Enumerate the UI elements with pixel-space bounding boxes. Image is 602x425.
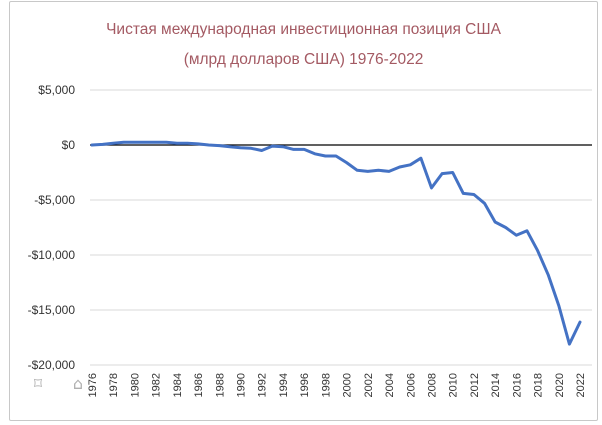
x-tick-label: 1992 xyxy=(257,373,269,397)
chart-title-line1: Чистая международная инвестиционная пози… xyxy=(106,21,501,38)
x-tick-label: 1998 xyxy=(320,373,332,397)
y-tick-label: $5,000 xyxy=(38,83,75,97)
x-tick-label: 1978 xyxy=(108,373,120,397)
x-tick-label: 1976 xyxy=(87,373,99,397)
x-tick-label: 2008 xyxy=(426,373,438,397)
x-tick-label: 2002 xyxy=(363,373,375,397)
home-icon[interactable]: ⌂ xyxy=(72,374,84,393)
x-tick-label: 2010 xyxy=(448,373,460,397)
x-tick-label: 2004 xyxy=(384,373,396,397)
series-line xyxy=(90,140,582,346)
x-tick-label: 1996 xyxy=(299,373,311,397)
x-tick-label: 2012 xyxy=(469,373,481,397)
x-axis-labels: 1976 1978 1980 1982 1984 1986 1988 1990 1992 1994… xyxy=(87,373,587,397)
x-tick-label: 1994 xyxy=(278,373,290,397)
bookmark-icon[interactable]: ⌑ xyxy=(33,374,43,393)
x-tick-label: 2020 xyxy=(554,373,566,397)
x-tick-label: 1980 xyxy=(129,373,141,397)
x-tick-label: 1982 xyxy=(151,373,163,397)
y-tick-label: -$15,000 xyxy=(28,303,76,317)
y-tick-label: -$5,000 xyxy=(34,193,75,207)
x-tick-label: 2022 xyxy=(575,373,587,397)
x-tick-label: 1986 xyxy=(193,373,205,397)
y-tick-label: $0 xyxy=(62,138,76,152)
x-tick-label: 1990 xyxy=(236,373,248,397)
series-group xyxy=(90,140,582,346)
x-tick-label: 2018 xyxy=(533,373,545,397)
x-tick-label: 2000 xyxy=(342,373,354,397)
x-tick-label: 1988 xyxy=(214,373,226,397)
x-tick-label: 2016 xyxy=(511,373,523,397)
x-tick-label: 2006 xyxy=(405,373,417,397)
x-tick-label: 1984 xyxy=(172,373,184,397)
grid-lines xyxy=(90,89,592,366)
chart-title-line2: (млрд долларов США) 1976-2022 xyxy=(183,51,424,68)
y-tick-label: -$20,000 xyxy=(28,358,76,372)
x-tick-label: 2014 xyxy=(490,373,502,397)
y-tick-label: -$10,000 xyxy=(28,248,76,262)
chart-frame xyxy=(9,1,598,421)
y-axis-labels: $5,000 $0 -$5,000 -$10,000 -$15,000 -$20,000 xyxy=(28,83,76,372)
